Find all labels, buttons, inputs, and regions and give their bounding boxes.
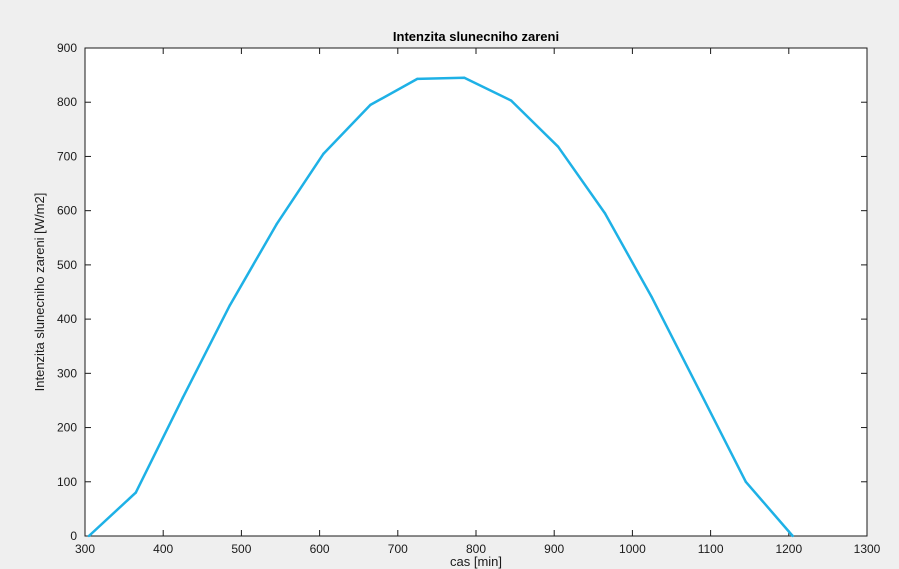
series-layer (87, 76, 794, 538)
data-point (181, 396, 184, 399)
x-axis-label: cas [min] (450, 554, 502, 569)
data-point (322, 152, 325, 155)
data-point (556, 145, 560, 148)
data-point (603, 212, 607, 215)
x-tick-label: 1100 (698, 542, 724, 556)
data-point (87, 534, 91, 538)
data-point (228, 304, 231, 307)
data-point (275, 223, 278, 226)
y-tick-label: 700 (57, 149, 77, 163)
chart-title: Intenzita slunecniho zareni (393, 29, 559, 44)
y-tick-label: 500 (57, 258, 77, 272)
y-tick-label: 100 (57, 475, 77, 489)
x-tick-label: 1300 (854, 542, 881, 556)
y-tick-label: 800 (57, 95, 77, 109)
y-tick-label: 900 (57, 41, 77, 55)
data-point (650, 296, 654, 299)
y-axis-label: Intenzita slunecniho zareni [W/m2] (32, 193, 47, 392)
x-tick-label: 1000 (619, 542, 646, 556)
x-tick-label: 900 (544, 542, 564, 556)
y-tick-label: 400 (57, 312, 77, 326)
x-axis: 300 400 500 600 700 800 900 1000 1100 1200 1300 (75, 48, 881, 556)
series-line (88, 76, 794, 537)
y-tick-label: 600 (57, 204, 77, 218)
y-tick-label: 0 (70, 529, 77, 543)
data-point (509, 99, 513, 102)
data-point (744, 480, 747, 483)
y-tick-label: 300 (57, 366, 77, 380)
data-point (369, 103, 372, 107)
y-tick-label: 200 (57, 421, 77, 435)
x-tick-label: 1200 (775, 542, 802, 556)
data-point (416, 77, 419, 81)
x-tick-label: 700 (388, 542, 408, 556)
y-axis: 0 100 200 300 400 500 600 700 800 900 (57, 41, 867, 543)
data-point (697, 388, 701, 391)
plot-area (84, 47, 868, 537)
data-point (791, 534, 794, 538)
x-tick-label: 600 (310, 542, 330, 556)
x-tick-label: 400 (153, 542, 173, 556)
data-point (463, 76, 466, 80)
x-tick-label: 300 (75, 542, 95, 556)
x-tick-label: 800 (466, 542, 486, 556)
x-tick-label: 500 (231, 542, 251, 556)
data-point (134, 491, 138, 494)
